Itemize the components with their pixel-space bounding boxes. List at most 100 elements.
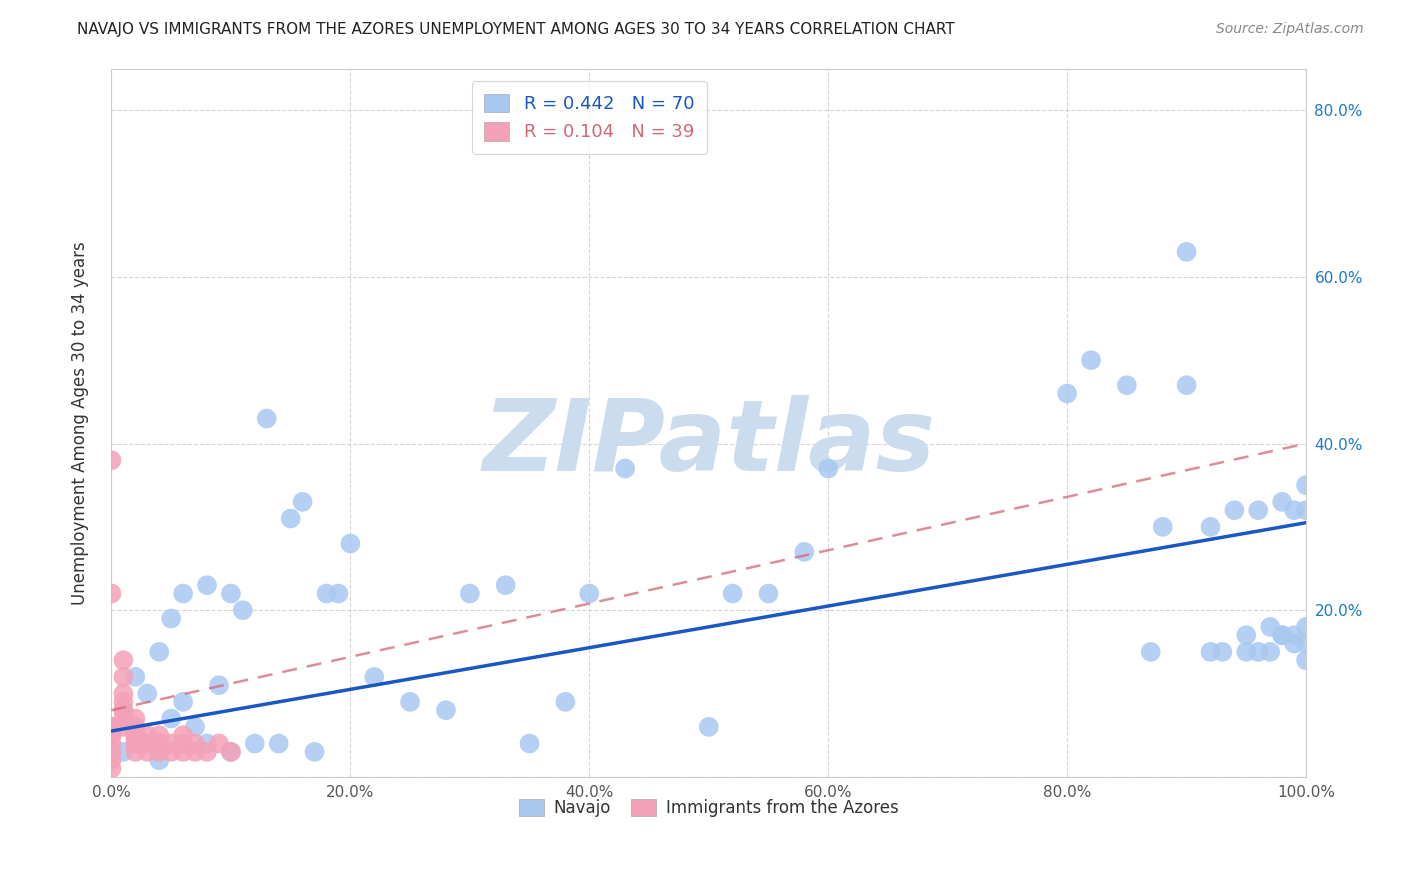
Point — [697, 720, 720, 734]
Point — [112, 653, 135, 667]
Point — [100, 745, 122, 759]
Point — [148, 728, 170, 742]
Point — [100, 753, 122, 767]
Point — [1247, 503, 1270, 517]
Point — [1295, 620, 1317, 634]
Point — [112, 712, 135, 726]
Point — [100, 586, 122, 600]
Point — [519, 737, 541, 751]
Point — [136, 737, 159, 751]
Point — [1199, 520, 1222, 534]
Text: Source: ZipAtlas.com: Source: ZipAtlas.com — [1216, 22, 1364, 37]
Point — [112, 703, 135, 717]
Point — [434, 703, 457, 717]
Point — [136, 737, 159, 751]
Point — [195, 745, 218, 759]
Point — [100, 720, 122, 734]
Point — [399, 695, 422, 709]
Point — [172, 737, 194, 751]
Point — [1056, 386, 1078, 401]
Point — [219, 586, 242, 600]
Point — [267, 737, 290, 751]
Point — [124, 712, 146, 726]
Point — [1258, 645, 1281, 659]
Point — [160, 745, 183, 759]
Point — [1282, 628, 1305, 642]
Point — [112, 695, 135, 709]
Point — [100, 453, 122, 467]
Point — [1139, 645, 1161, 659]
Point — [100, 720, 122, 734]
Point — [100, 728, 122, 742]
Point — [1152, 520, 1174, 534]
Point — [124, 728, 146, 742]
Point — [100, 728, 122, 742]
Point — [328, 586, 350, 600]
Point — [208, 678, 231, 692]
Point — [172, 728, 194, 742]
Text: ZIPatlas: ZIPatlas — [482, 395, 935, 492]
Point — [112, 687, 135, 701]
Point — [817, 461, 839, 475]
Point — [256, 411, 278, 425]
Point — [124, 745, 146, 759]
Point — [280, 511, 302, 525]
Point — [339, 536, 361, 550]
Y-axis label: Unemployment Among Ages 30 to 34 years: Unemployment Among Ages 30 to 34 years — [72, 241, 89, 605]
Point — [195, 578, 218, 592]
Point — [184, 737, 207, 751]
Point — [1271, 628, 1294, 642]
Point — [172, 745, 194, 759]
Point — [124, 670, 146, 684]
Point — [160, 737, 183, 751]
Point — [112, 670, 135, 684]
Point — [124, 737, 146, 751]
Point — [495, 578, 517, 592]
Point — [578, 586, 600, 600]
Point — [195, 737, 218, 751]
Point — [1115, 378, 1137, 392]
Point — [1080, 353, 1102, 368]
Point — [1258, 620, 1281, 634]
Point — [232, 603, 254, 617]
Point — [124, 728, 146, 742]
Point — [291, 495, 314, 509]
Point — [1175, 244, 1198, 259]
Point — [148, 737, 170, 751]
Point — [1295, 478, 1317, 492]
Point — [1271, 495, 1294, 509]
Point — [458, 586, 481, 600]
Legend: Navajo, Immigrants from the Azores: Navajo, Immigrants from the Azores — [510, 790, 907, 825]
Point — [554, 695, 576, 709]
Point — [112, 745, 135, 759]
Point — [1234, 645, 1257, 659]
Point — [304, 745, 326, 759]
Point — [124, 737, 146, 751]
Point — [100, 737, 122, 751]
Point — [112, 720, 135, 734]
Point — [148, 745, 170, 759]
Point — [219, 745, 242, 759]
Point — [1234, 628, 1257, 642]
Point — [208, 737, 231, 751]
Point — [160, 611, 183, 625]
Point — [160, 712, 183, 726]
Point — [136, 728, 159, 742]
Point — [1295, 636, 1317, 650]
Point — [172, 586, 194, 600]
Point — [1247, 645, 1270, 659]
Point — [1295, 653, 1317, 667]
Point — [1295, 503, 1317, 517]
Point — [184, 720, 207, 734]
Point — [124, 720, 146, 734]
Point — [614, 461, 637, 475]
Point — [1282, 636, 1305, 650]
Text: NAVAJO VS IMMIGRANTS FROM THE AZORES UNEMPLOYMENT AMONG AGES 30 TO 34 YEARS CORR: NAVAJO VS IMMIGRANTS FROM THE AZORES UNE… — [77, 22, 955, 37]
Point — [758, 586, 780, 600]
Point — [172, 695, 194, 709]
Point — [112, 703, 135, 717]
Point — [1211, 645, 1233, 659]
Point — [148, 645, 170, 659]
Point — [721, 586, 744, 600]
Point — [363, 670, 385, 684]
